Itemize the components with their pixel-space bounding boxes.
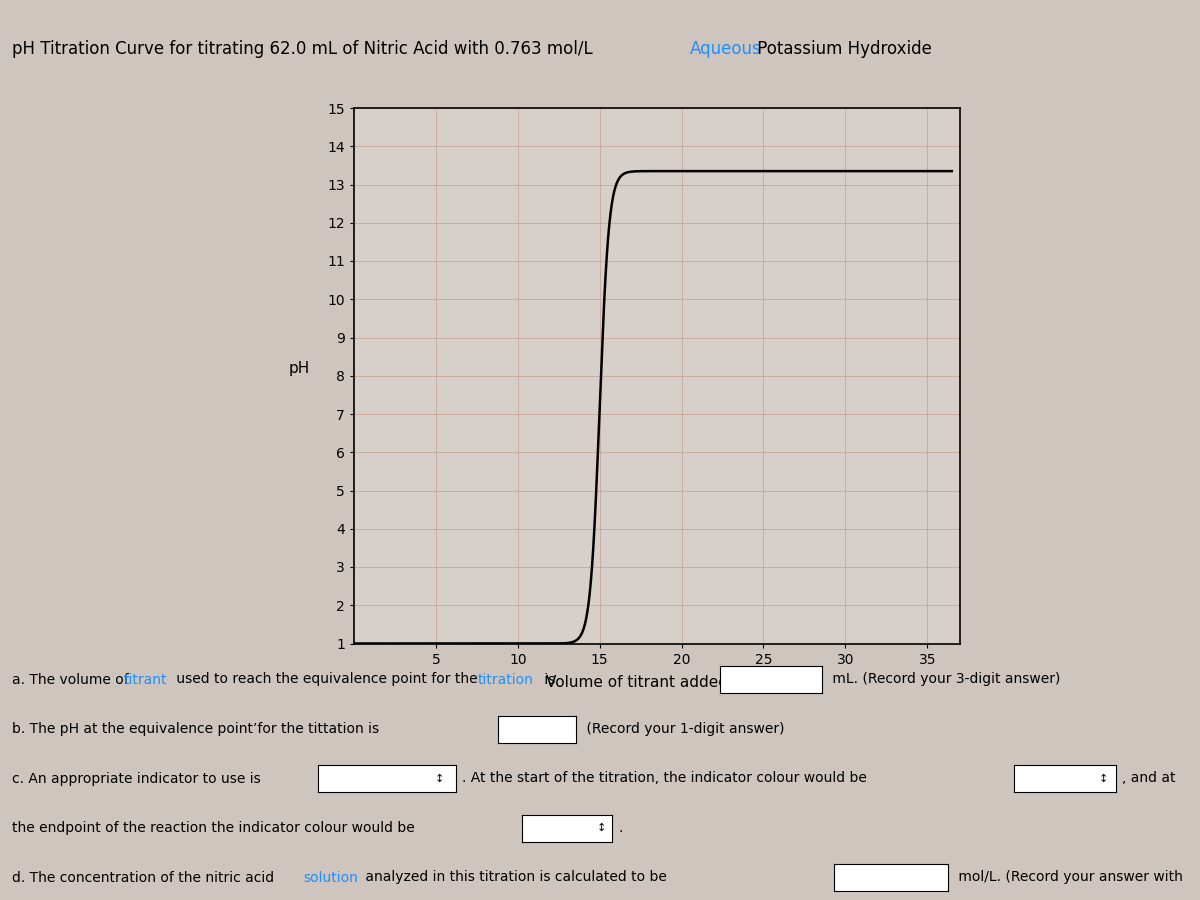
Text: .: . <box>618 821 623 835</box>
Text: ↕: ↕ <box>596 823 606 833</box>
Text: a. The volume of: a. The volume of <box>12 672 133 687</box>
Text: d. The concentration of the nitric acid: d. The concentration of the nitric acid <box>12 870 278 885</box>
Text: mL. (Record your 3-digit answer): mL. (Record your 3-digit answer) <box>828 672 1061 687</box>
Text: titration: titration <box>478 672 534 687</box>
Text: titrant: titrant <box>124 672 167 687</box>
Text: mol/L. (Record your answer with: mol/L. (Record your answer with <box>954 870 1183 885</box>
Text: b. The pH at the equivalence pointʼfor the tittation is: b. The pH at the equivalence pointʼfor t… <box>12 722 379 736</box>
Y-axis label: pH: pH <box>289 361 310 376</box>
Text: ↕: ↕ <box>434 773 444 784</box>
Text: the endpoint of the reaction the indicator colour would be: the endpoint of the reaction the indicat… <box>12 821 415 835</box>
Text: . At the start of the titration, the indicator colour would be: . At the start of the titration, the ind… <box>462 771 866 786</box>
Text: pH Titration Curve for titrating 62.0 mL of Nitric Acid with 0.763 mol/L: pH Titration Curve for titrating 62.0 mL… <box>12 40 598 58</box>
Text: solution: solution <box>304 870 359 885</box>
Text: analyzed in this titration is calculated to be: analyzed in this titration is calculated… <box>361 870 667 885</box>
Text: used to reach the equivalence point for the: used to reach the equivalence point for … <box>172 672 481 687</box>
Text: is: is <box>540 672 556 687</box>
Text: ↕: ↕ <box>1099 773 1109 784</box>
Text: Aqueous: Aqueous <box>690 40 762 58</box>
X-axis label: Volume of titrant added (mL): Volume of titrant added (mL) <box>546 675 768 690</box>
Text: Potassium Hydroxide: Potassium Hydroxide <box>752 40 932 58</box>
Text: , and at: , and at <box>1122 771 1176 786</box>
Text: c. An appropriate indicator to use is: c. An appropriate indicator to use is <box>12 771 260 786</box>
Text: (Record your 1-digit answer): (Record your 1-digit answer) <box>582 722 785 736</box>
